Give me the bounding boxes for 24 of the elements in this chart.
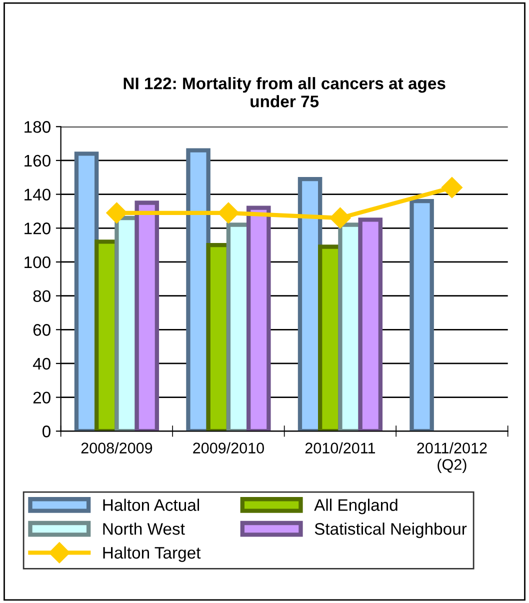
y-tick-label: 80 [33, 290, 50, 302]
y-tick-label: 120 [24, 222, 50, 234]
y-tick-label: 40 [32, 358, 50, 370]
y-tick-label: 160 [24, 154, 50, 167]
chart-title: NI 122: Mortality from all cancers at ages under 75 [124, 77, 446, 108]
y-tick-label: 140 [24, 188, 50, 201]
y-tick-label: 180 [24, 121, 50, 133]
y-tick-label: 60 [33, 324, 50, 336]
point [106, 202, 128, 224]
legend-label: Statistical Neighbour [314, 522, 467, 538]
y-tick-label: 20 [33, 392, 50, 404]
legend-label: All England [314, 498, 398, 514]
x-tick-label: 2008/2009 [81, 442, 152, 454]
point [441, 177, 462, 198]
y-tick-label: 100 [24, 256, 50, 268]
x-tick-label: 2011/2012 (Q2) [417, 442, 487, 473]
x-tick-label: 2009/2010 [193, 442, 264, 454]
legend-label: Halton Target [103, 546, 201, 562]
legend-label: North West [103, 522, 185, 535]
point [218, 202, 239, 224]
x-tick-label: 2010/2011 [305, 442, 376, 454]
y-tick-label: 0 [42, 426, 50, 438]
legend-label: Halton Actual [103, 498, 200, 511]
point [330, 207, 351, 228]
